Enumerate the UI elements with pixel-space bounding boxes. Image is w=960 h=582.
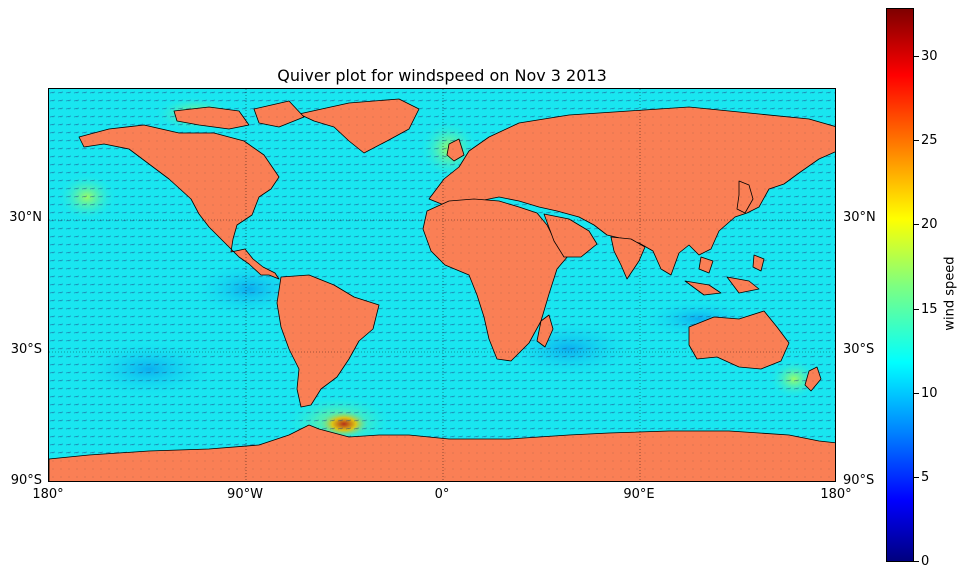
colorbar-tick <box>914 393 919 394</box>
lon-label-90w: 90°W <box>227 487 263 502</box>
colorbar <box>886 8 914 562</box>
lat-label-30n-left: 30°N <box>9 210 42 225</box>
colorbar-tick <box>914 140 919 141</box>
lat-label-90s-right: 90°S <box>843 473 875 488</box>
map-title: Quiver plot for windspeed on Nov 3 2013 <box>277 66 607 85</box>
colorbar-tick-label: 5 <box>921 470 930 485</box>
colorbar-tick <box>914 477 919 478</box>
lon-label-180e: 180° <box>820 487 852 502</box>
colorbar-label: wind speed <box>942 256 958 331</box>
lat-label-30s-left: 30°S <box>10 342 42 357</box>
lat-label-90s-left: 90°S <box>10 473 42 488</box>
map-canvas <box>49 89 835 481</box>
colorbar-tick-label: 25 <box>921 133 938 148</box>
lon-label-0: 0° <box>434 487 450 502</box>
colorbar-tick <box>914 56 919 57</box>
colorbar-tick <box>914 309 919 310</box>
lon-label-180w: 180° <box>32 487 64 502</box>
lat-label-30s-right: 30°S <box>843 342 875 357</box>
world-map <box>48 88 836 482</box>
colorbar-tick-label: 0 <box>921 554 930 569</box>
colorbar-tick-label: 10 <box>921 386 938 401</box>
colorbar-tick-label: 30 <box>921 49 938 64</box>
graticule <box>49 89 835 481</box>
lon-label-90e: 90°E <box>623 487 655 502</box>
colorbar-tick-label: 15 <box>921 302 938 317</box>
colorbar-tick <box>914 224 919 225</box>
lat-label-30n-right: 30°N <box>843 210 876 225</box>
colorbar-tick-label: 20 <box>921 217 938 232</box>
colorbar-tick <box>914 561 919 562</box>
